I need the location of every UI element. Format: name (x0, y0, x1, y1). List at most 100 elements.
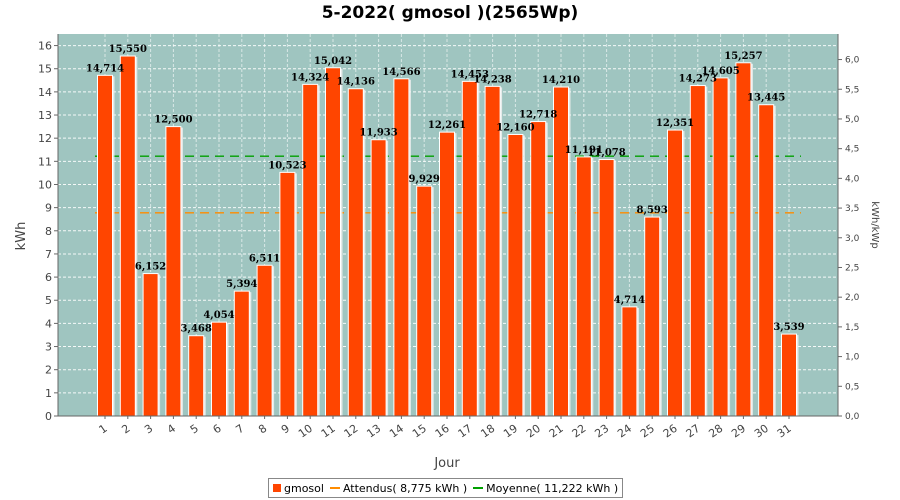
y-right-tick-label: 2,5 (845, 263, 859, 273)
data-label: 14,238 (473, 74, 511, 85)
data-label: 14,273 (679, 74, 717, 85)
y-tick-label: 13 (38, 109, 52, 122)
y-right-tick-label: 0,5 (845, 382, 859, 392)
x-tick-label: 13 (364, 422, 383, 441)
bar (689, 85, 706, 417)
bar (781, 333, 797, 417)
y-right-tick-label: 0,0 (845, 412, 860, 422)
legend-swatch-attendus (329, 487, 340, 489)
y-right-tick-label: 3,0 (845, 234, 860, 244)
data-label: 15,042 (314, 56, 352, 67)
x-tick-label: 28 (706, 422, 725, 441)
legend: gmosol Attendus( 8,775 kWh ) Moyenne( 11… (268, 478, 624, 498)
data-label: 6,511 (249, 253, 280, 264)
legend-label-gmosol: gmosol (284, 481, 324, 495)
data-label: 14,324 (291, 72, 329, 83)
data-label: 10,523 (268, 160, 306, 171)
x-tick-label: 7 (233, 422, 246, 437)
x-tick-label: 1 (97, 422, 110, 437)
y-right-tick-label: 4,5 (845, 145, 859, 155)
data-label: 15,257 (724, 51, 762, 62)
legend-item-gmosol: gmosol (273, 482, 324, 495)
x-tick-label: 11 (319, 422, 338, 441)
data-label: 14,136 (337, 77, 375, 88)
data-label: 14,453 (451, 69, 489, 80)
x-tick-label: 24 (615, 422, 634, 441)
label-layer: 14,714 15,550 6,152 12,500 3,468 4,054 5,394 6,… (86, 44, 805, 335)
bar (553, 86, 569, 417)
x-tick-label: 12 (342, 422, 361, 441)
x-tick-label: 20 (524, 422, 543, 441)
data-label: 14,566 (382, 67, 420, 78)
legend-swatch-moyenne (473, 487, 484, 489)
y-tick-label: 8 (45, 225, 52, 238)
bar (484, 85, 501, 417)
data-label: 11,933 (359, 128, 397, 139)
y-tick-label: 2 (45, 364, 52, 377)
legend-item-moyenne: Moyenne( 11,222 kWh ) (473, 482, 618, 495)
bar (233, 290, 250, 417)
y-tick-label: 15 (38, 63, 52, 76)
bar (575, 156, 592, 417)
y-tick-label: 6 (45, 271, 52, 284)
x-tick-label: 14 (387, 422, 406, 441)
y-right-tick-label: 5,5 (845, 85, 859, 95)
bar (530, 121, 547, 417)
x-tick-label: 25 (638, 422, 657, 441)
y-tick-label: 10 (38, 178, 52, 191)
bar (256, 264, 273, 417)
data-label: 13,445 (747, 93, 785, 104)
legend-label-attendus: Attendus( 8,775 kWh ) (342, 481, 468, 495)
chart-title: 5-2022( gmosol )(2565Wp) (321, 3, 579, 23)
y-right-tick-label: 5,0 (845, 115, 860, 125)
x-tick-label: 22 (570, 422, 589, 441)
y-right-tick-label: 1,0 (845, 353, 860, 363)
data-label: 14,605 (701, 66, 739, 77)
x-tick-label: 18 (478, 422, 497, 441)
data-label: 12,351 (656, 118, 694, 129)
x-tick-label: 4 (165, 422, 178, 437)
x-tick-label: 23 (592, 422, 611, 441)
x-tick-label: 21 (547, 422, 566, 441)
bar (119, 55, 136, 417)
data-label: 3,539 (773, 322, 804, 333)
y-right-tick-label: 4,0 (845, 174, 860, 184)
bar (302, 83, 319, 417)
bar (416, 185, 433, 417)
x-tick-label: 6 (211, 422, 224, 437)
legend-item-attendus: Attendus( 8,775 kWh ) (329, 481, 468, 495)
y-tick-label: 14 (38, 86, 52, 99)
data-label: 14,210 (542, 75, 580, 86)
x-tick-label: 9 (279, 422, 292, 437)
x-tick-label: 3 (142, 422, 155, 437)
bar (439, 131, 455, 417)
data-label: 12,718 (519, 110, 557, 121)
bar (758, 104, 775, 417)
y-right-tick-label: 1,5 (845, 323, 859, 333)
bar (712, 77, 729, 417)
x-tick-label: 26 (661, 422, 680, 441)
y-tick-label: 4 (45, 317, 52, 330)
y-right-tick-label: 3,5 (845, 204, 859, 214)
x-tick-label: 29 (729, 422, 748, 441)
bar (142, 273, 159, 417)
x-tick-label: 5 (188, 422, 201, 437)
bar (644, 216, 661, 417)
data-label: 8,593 (637, 205, 668, 216)
bar (621, 306, 638, 417)
y-tick-label: 0 (45, 410, 52, 423)
data-label: 4,054 (203, 310, 234, 321)
x-axis-title: Jour (433, 456, 460, 471)
y-tick-label: 7 (45, 248, 52, 261)
bar (279, 171, 296, 417)
data-label: 14,714 (86, 63, 124, 74)
y-right-tick-label: 2,0 (845, 293, 860, 303)
bar (370, 139, 387, 417)
x-tick-label: 19 (501, 422, 520, 441)
bar (165, 126, 182, 417)
y-tick-label: 1 (45, 387, 52, 400)
bar (325, 67, 341, 417)
data-label: 12,160 (496, 122, 534, 133)
x-tick-label: 16 (433, 422, 452, 441)
